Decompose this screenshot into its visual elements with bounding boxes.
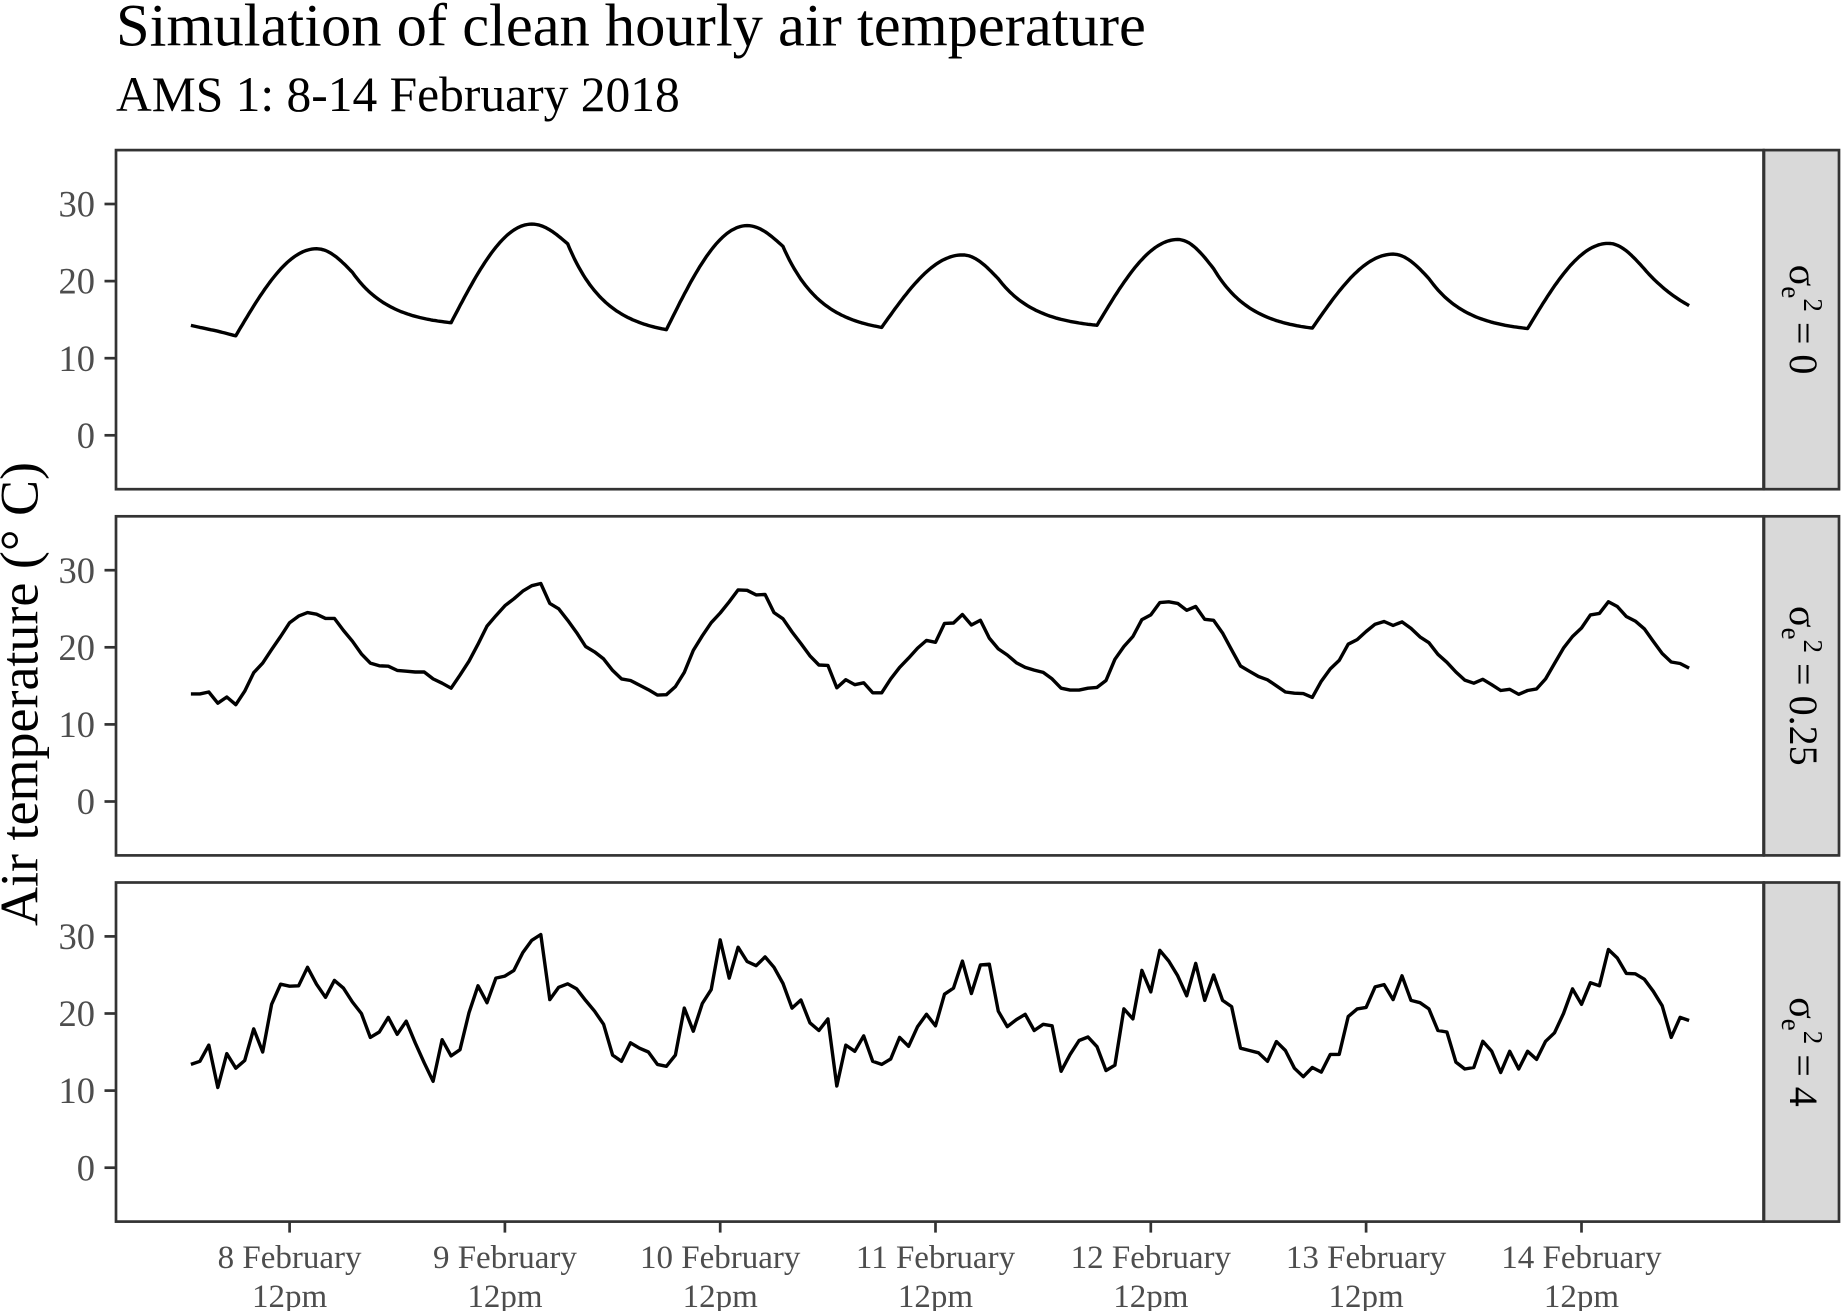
svg-text:20: 20 [59,261,96,302]
svg-text:σe2 = 0: σe2 = 0 [1776,265,1828,375]
svg-text:0: 0 [77,415,95,456]
svg-text:30: 30 [59,916,96,957]
svg-text:Simulation of clean hourly air: Simulation of clean hourly air temperatu… [116,0,1146,60]
svg-text:Air temperature (° C): Air temperature (° C) [0,462,50,926]
svg-text:14 February: 14 February [1501,1240,1662,1276]
svg-text:20: 20 [59,993,96,1034]
svg-text:30: 30 [59,184,96,225]
svg-text:10: 10 [59,338,96,379]
svg-text:10 February: 10 February [640,1240,801,1276]
svg-text:12pm: 12pm [898,1279,974,1311]
svg-text:12pm: 12pm [252,1279,328,1311]
svg-text:9 February: 9 February [433,1240,577,1276]
svg-text:10: 10 [59,704,96,745]
svg-text:12pm: 12pm [1329,1279,1405,1311]
svg-text:12pm: 12pm [1113,1279,1189,1311]
svg-text:AMS 1: 8-14 February 2018: AMS 1: 8-14 February 2018 [116,67,680,122]
svg-text:12 February: 12 February [1071,1240,1232,1276]
svg-text:20: 20 [59,627,96,668]
svg-text:11 February: 11 February [856,1240,1016,1276]
svg-text:12pm: 12pm [1544,1279,1620,1311]
svg-text:12pm: 12pm [683,1279,759,1311]
svg-text:0: 0 [77,781,95,822]
svg-text:10: 10 [59,1070,96,1111]
svg-text:30: 30 [59,550,96,591]
svg-text:12pm: 12pm [467,1279,543,1311]
svg-text:13 February: 13 February [1286,1240,1447,1276]
svg-text:0: 0 [77,1147,95,1188]
svg-text:σe2 = 4: σe2 = 4 [1776,997,1828,1107]
svg-text:8 February: 8 February [218,1240,362,1276]
